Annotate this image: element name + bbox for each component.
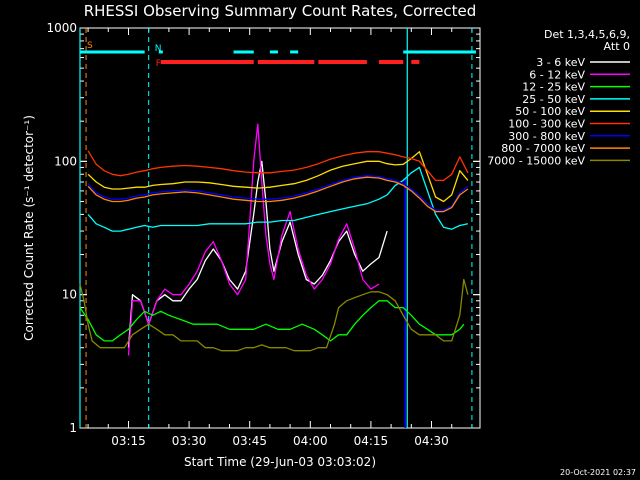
series-line xyxy=(87,151,469,203)
plot-frame xyxy=(79,27,481,429)
legend-label: 6 - 12 keV xyxy=(529,68,585,81)
flag-s-label: S xyxy=(87,41,93,51)
legend-label: 7000 - 15000 keV xyxy=(487,154,585,167)
legend-label: 25 - 50 keV xyxy=(522,93,585,106)
y-axis-tick-labels: 1 10 100 1000 xyxy=(46,21,77,435)
series-line xyxy=(87,166,469,232)
x-tick-label: 04:15 xyxy=(354,434,389,448)
legend-header-2: Att 0 xyxy=(604,40,630,53)
y-tick-label: 1000 xyxy=(46,21,77,35)
axis-ticks xyxy=(80,27,480,429)
vertical-markers xyxy=(79,28,473,428)
x-tick-label: 03:45 xyxy=(232,434,267,448)
y-tick-label: 10 xyxy=(62,288,77,302)
series-line xyxy=(87,150,469,182)
series-line xyxy=(127,123,380,356)
legend-label: 3 - 6 keV xyxy=(536,56,585,69)
y-tick-label: 1 xyxy=(69,421,77,435)
flag-f-label: F xyxy=(156,59,161,69)
flag-n-label: N xyxy=(155,44,162,54)
legend-label: 300 - 800 keV xyxy=(508,130,585,143)
y-axis-label: Corrected Count Rate (s⁻¹ detector⁻¹) xyxy=(22,115,36,341)
series-line xyxy=(87,176,469,213)
x-tick-label: 03:15 xyxy=(111,434,146,448)
x-axis-tick-labels: 03:15 03:30 03:45 04:00 04:15 04:30 xyxy=(111,434,449,448)
flag-bars xyxy=(80,50,476,64)
legend-label: 100 - 300 keV xyxy=(508,118,585,131)
chart-title: RHESSI Observing Summary Count Rates, Co… xyxy=(84,2,477,20)
x-axis-label: Start Time (29-Jun-03 03:03:02) xyxy=(184,455,376,469)
x-tick-label: 03:30 xyxy=(172,434,207,448)
x-tick-label: 04:00 xyxy=(293,434,328,448)
series-line xyxy=(79,278,469,352)
legend-label: 800 - 7000 keV xyxy=(501,142,585,155)
series-group xyxy=(79,123,469,356)
y-tick-label: 100 xyxy=(54,154,77,168)
footer-timestamp: 20-Oct-2021 02:37 xyxy=(560,468,636,477)
series-line xyxy=(79,300,465,342)
legend-label: 12 - 25 keV xyxy=(522,81,585,94)
series-line xyxy=(87,175,469,211)
legend-header-1: Det 1,3,4,5,6,9, xyxy=(544,28,630,41)
legend-label: 50 - 100 keV xyxy=(515,105,585,118)
x-tick-label: 04:30 xyxy=(414,434,449,448)
series-line xyxy=(127,160,388,348)
